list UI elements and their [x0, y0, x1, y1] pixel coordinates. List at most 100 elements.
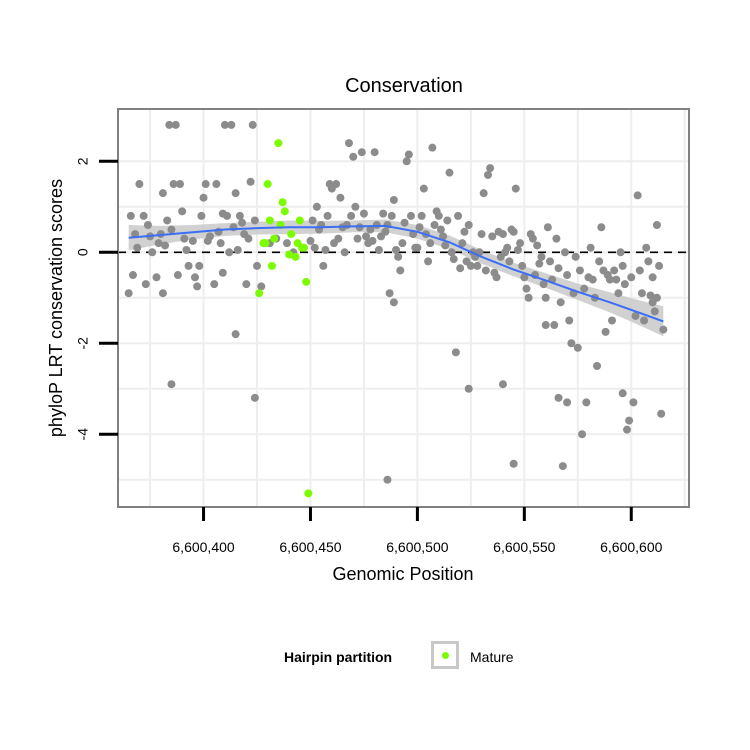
y-tick-label: 0: [75, 248, 91, 256]
y-tick-label: 2: [75, 157, 91, 165]
data-point: [541, 293, 550, 302]
data-point: [605, 275, 614, 284]
data-point: [434, 211, 443, 220]
data-point: [406, 211, 415, 220]
data-point: [193, 282, 202, 291]
data-point: [154, 239, 163, 248]
data-point: [441, 241, 450, 250]
data-point: [631, 311, 640, 320]
data-point: [257, 282, 266, 291]
plot-panel: [118, 109, 689, 507]
data-point: [152, 273, 161, 282]
data-point: [141, 280, 150, 289]
data-point: [513, 246, 522, 255]
x-tick-label: 6,600,550: [493, 539, 555, 555]
data-point: [439, 232, 448, 241]
data-point: [498, 230, 507, 239]
x-tick-label: 6,600,500: [386, 539, 448, 555]
data-point: [552, 234, 561, 243]
data-point: [473, 261, 482, 270]
data-point: [308, 216, 317, 225]
data-point: [545, 257, 554, 266]
data-point: [173, 271, 182, 280]
data-point: [460, 227, 469, 236]
data-point: [637, 289, 646, 298]
data-point: [554, 393, 563, 402]
data-point: [633, 191, 642, 200]
data-point: [417, 211, 426, 220]
data-point: [244, 234, 253, 243]
chart-title: Conservation: [345, 75, 463, 97]
data-point: [182, 246, 191, 255]
data-point: [616, 248, 625, 257]
data-point-mature: [302, 277, 311, 286]
confidence-band: [128, 219, 664, 337]
data-point: [509, 227, 518, 236]
data-point: [143, 220, 152, 229]
data-point: [400, 218, 409, 227]
data-point: [394, 252, 403, 261]
data-point: [135, 180, 144, 189]
data-point: [646, 291, 655, 300]
data-point: [231, 330, 240, 339]
data-point: [575, 266, 584, 275]
x-tick-label: 6,600,450: [279, 539, 341, 555]
data-point: [413, 243, 422, 252]
x-tick-label: 6,600,400: [172, 539, 234, 555]
data-point: [253, 261, 262, 270]
data-point: [537, 252, 546, 261]
data-point: [608, 316, 617, 325]
data-point: [220, 120, 229, 129]
confidence-band-area: [128, 219, 664, 337]
data-point: [595, 257, 604, 266]
data-point: [454, 211, 463, 220]
data-point: [161, 241, 170, 250]
data-point-mature: [261, 239, 270, 248]
data-point: [366, 225, 375, 234]
data-point: [622, 425, 631, 434]
data-point: [573, 343, 582, 352]
data-point: [310, 243, 319, 252]
data-point: [483, 170, 492, 179]
data-point: [627, 273, 636, 282]
data-point: [250, 216, 259, 225]
data-point: [635, 266, 644, 275]
data-point: [586, 243, 595, 252]
y-tick-label: -4: [75, 428, 91, 441]
data-point: [419, 184, 428, 193]
data-point: [642, 243, 651, 252]
legend-key: [431, 641, 459, 669]
data-point: [509, 459, 518, 468]
legend-title: Hairpin partition: [284, 649, 393, 665]
data-point: [387, 211, 396, 220]
data-point: [225, 248, 234, 257]
data-point: [344, 139, 353, 148]
data-point: [370, 148, 379, 157]
data-point: [445, 168, 454, 177]
data-point: [139, 211, 148, 220]
data-point: [610, 266, 619, 275]
data-point: [629, 398, 638, 407]
data-point: [349, 152, 358, 161]
data-point: [571, 252, 580, 261]
data-point: [248, 120, 257, 129]
data-point: [522, 284, 531, 293]
data-point: [466, 261, 475, 270]
data-point: [342, 220, 351, 229]
data-point: [443, 216, 452, 225]
data-point-mature: [267, 261, 276, 270]
data-point-mature: [285, 250, 294, 259]
data-point: [597, 223, 606, 232]
data-point: [640, 316, 649, 325]
data-point: [250, 393, 259, 402]
data-point: [556, 298, 565, 307]
data-point: [374, 246, 383, 255]
data-point: [516, 239, 525, 248]
data-point: [167, 225, 176, 234]
data-point: [171, 120, 180, 129]
data-point: [563, 398, 572, 407]
data-point-mature: [255, 289, 264, 298]
data-point: [133, 243, 142, 252]
data-point: [379, 209, 388, 218]
